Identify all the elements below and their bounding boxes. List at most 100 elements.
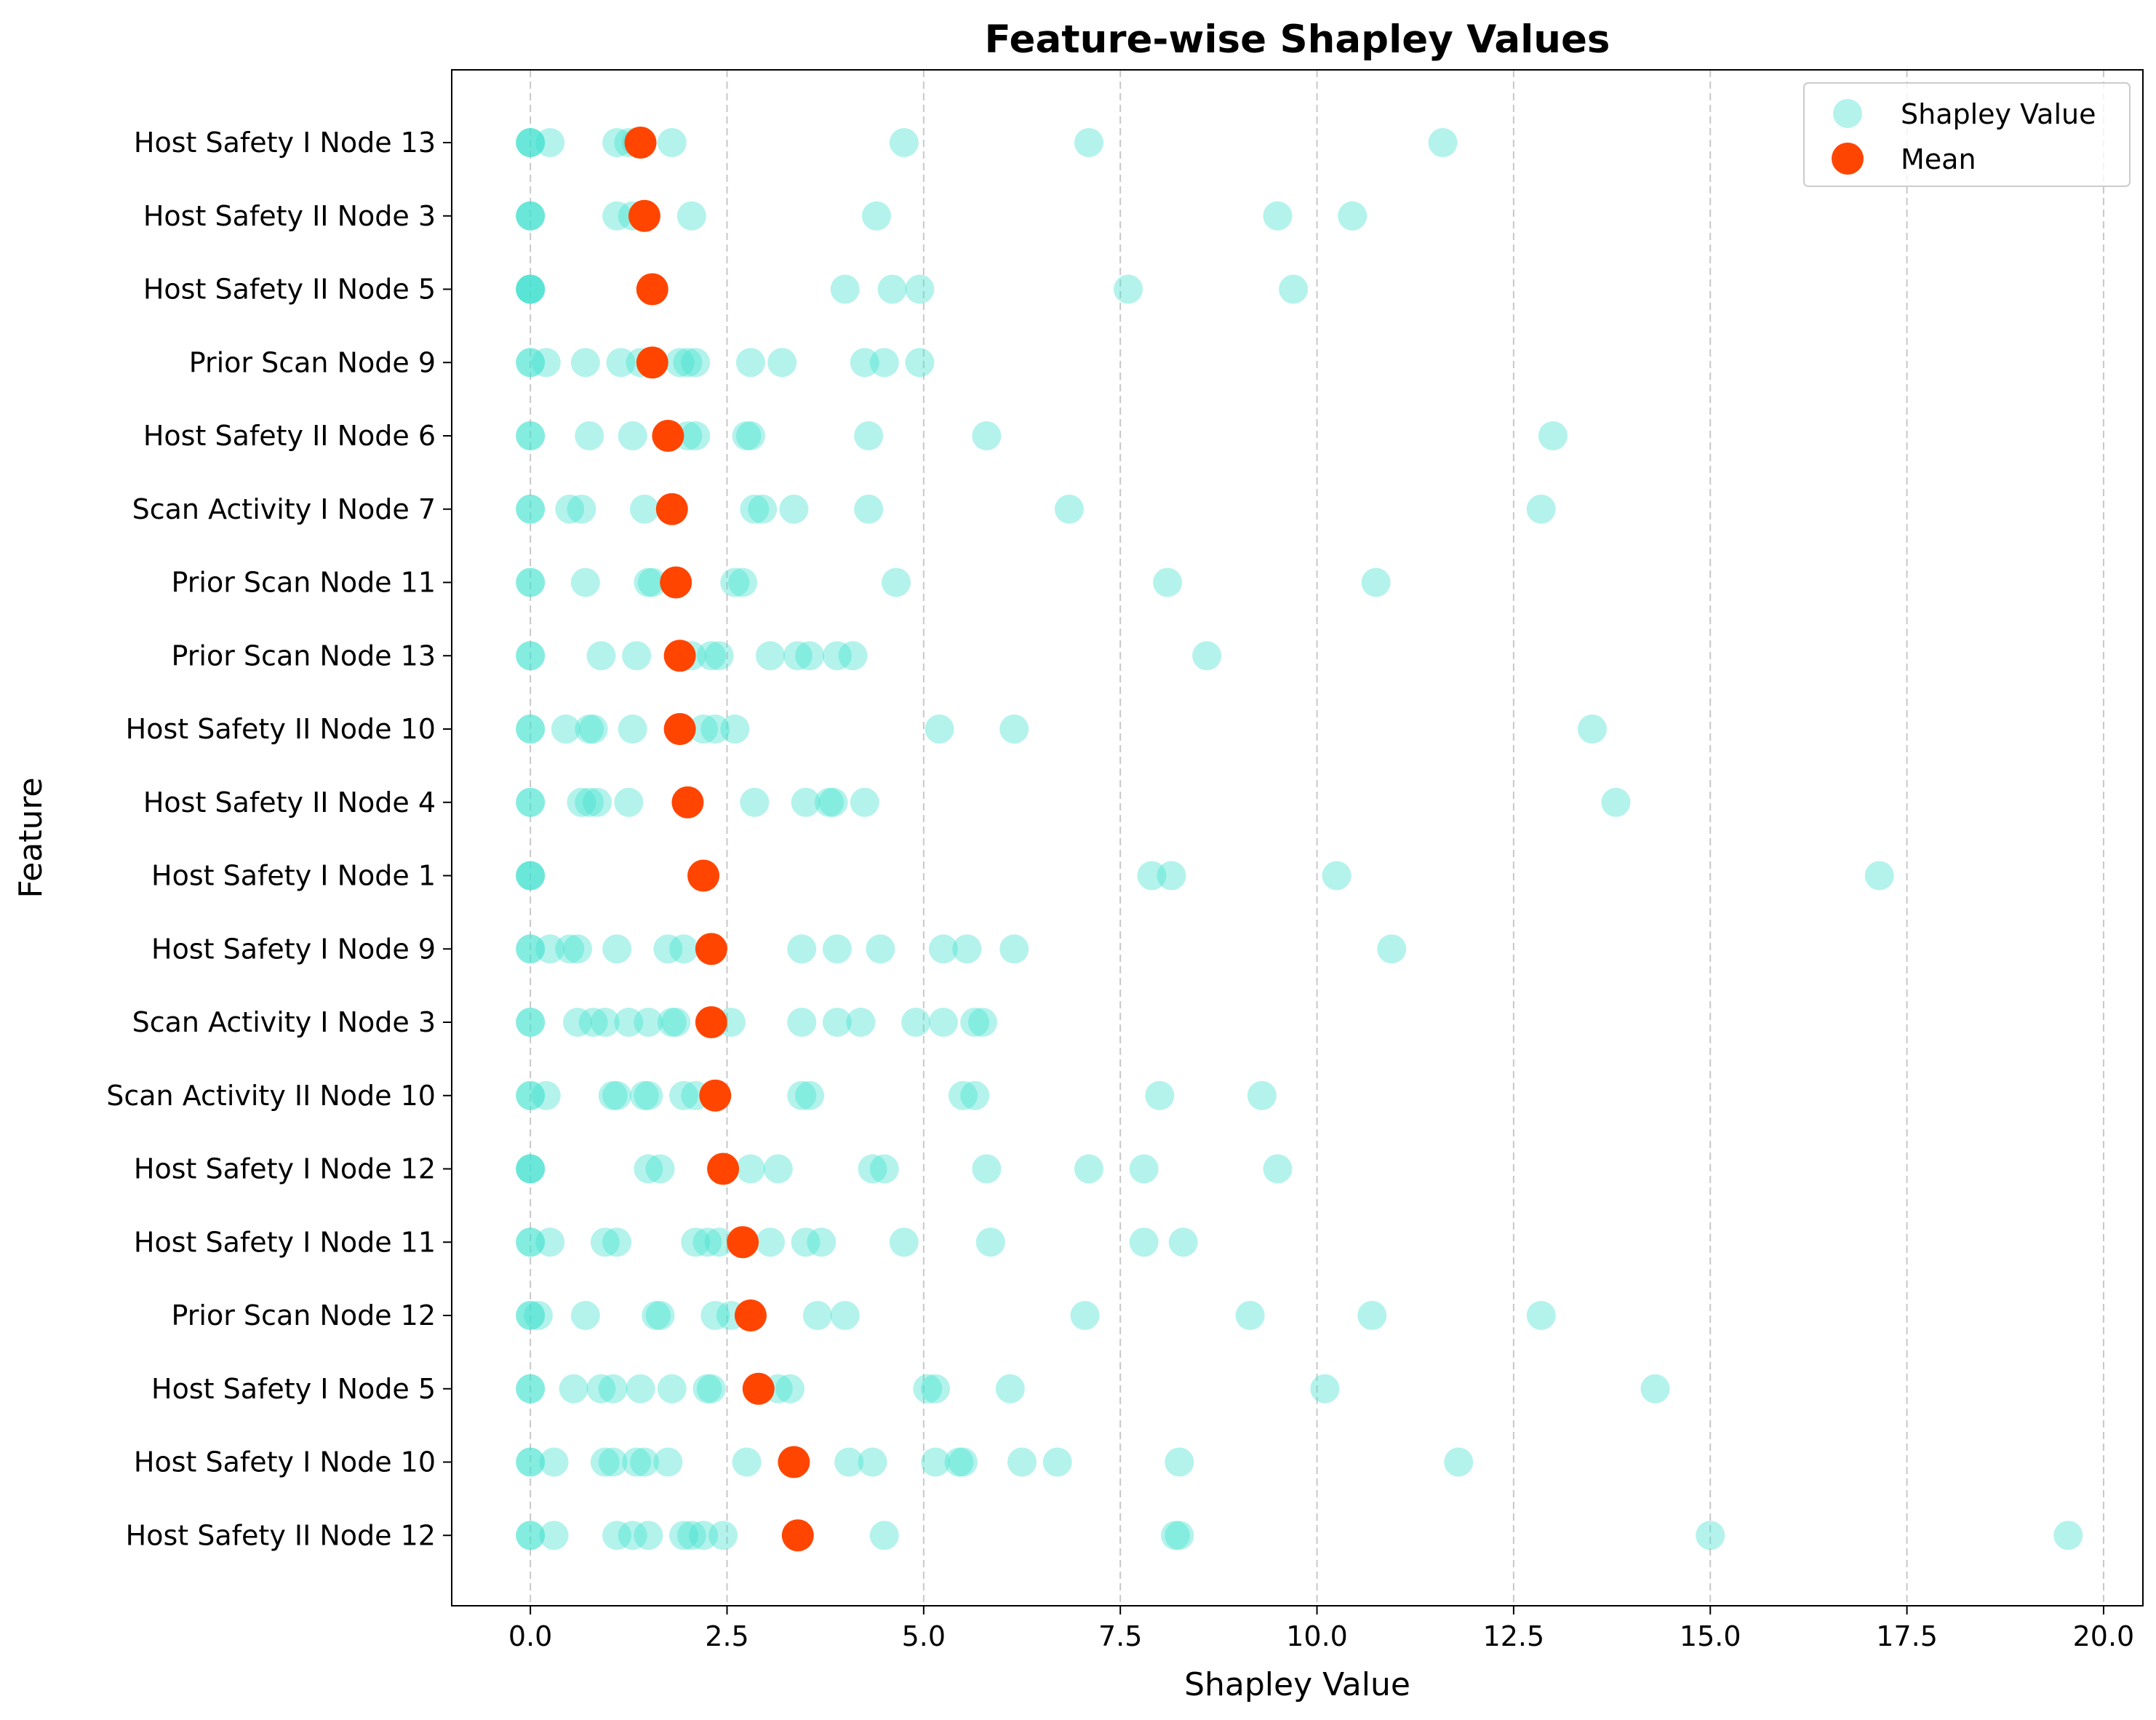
shapley-point: [889, 128, 919, 157]
shapley-point: [681, 421, 711, 450]
shapley-point: [516, 641, 546, 671]
shapley-point: [516, 274, 546, 304]
shapley-point: [700, 1301, 730, 1330]
y-axis-label: Feature: [12, 777, 49, 898]
shapley-point: [681, 348, 711, 378]
shapley-point: [1338, 201, 1368, 231]
shapley-point: [889, 1227, 919, 1257]
shapley-point: [732, 1447, 762, 1477]
y-tick-label: Host Safety II Node 5: [143, 274, 436, 306]
shapley-point: [516, 274, 546, 304]
shapley-point: [1070, 1301, 1100, 1330]
shapley-point: [1074, 1154, 1103, 1184]
shapley-point: [559, 1374, 588, 1404]
shapley-point: [689, 714, 719, 744]
shapley-point: [516, 1447, 546, 1477]
shapley-point: [657, 1374, 687, 1404]
shapley-point: [570, 1301, 600, 1330]
x-tick-label: 12.5: [1483, 1620, 1545, 1652]
legend-marker-shapley: [1833, 99, 1862, 128]
shapley-point: [846, 1008, 876, 1037]
x-tick-label: 10.0: [1286, 1620, 1348, 1652]
shapley-point: [575, 787, 604, 817]
shapley-point: [787, 1008, 817, 1037]
shapley-point: [1279, 274, 1309, 304]
legend-label-mean: Mean: [1901, 143, 1976, 175]
shapley-point: [618, 714, 647, 744]
shapley-point: [720, 568, 750, 597]
shapley-point: [748, 494, 778, 524]
shapley-point: [516, 1154, 546, 1184]
shapley-point: [921, 1447, 951, 1477]
shapley-point: [1864, 861, 1894, 891]
shapley-point: [645, 1154, 675, 1184]
shapley-point: [583, 787, 612, 817]
shapley-point: [944, 1447, 974, 1477]
shapley-point: [1310, 1374, 1340, 1404]
shapley-point: [634, 1080, 663, 1110]
shapley-point: [928, 934, 958, 964]
shapley-point: [516, 1080, 546, 1110]
shapley-point: [618, 421, 647, 450]
shapley-point: [779, 494, 809, 524]
shapley-point: [637, 568, 667, 597]
x-tick-label: 0.0: [508, 1620, 552, 1652]
shapley-point: [735, 1154, 765, 1184]
shapley-point: [516, 1227, 546, 1257]
mean-point: [781, 1519, 814, 1552]
shapley-point: [1696, 1521, 1725, 1550]
y-tick-label: Prior Scan Node 9: [189, 346, 436, 378]
shapley-point: [960, 1008, 990, 1037]
x-tick-label: 15.0: [1680, 1620, 1741, 1652]
shapley-point: [669, 1080, 699, 1110]
shapley-point: [830, 274, 860, 304]
y-tick-label: Scan Activity I Node 3: [132, 1006, 436, 1038]
shapley-point: [1007, 1447, 1037, 1477]
mean-point: [778, 1446, 810, 1478]
shapley-point: [516, 1374, 546, 1404]
shapley-point: [1263, 201, 1293, 231]
shapley-point: [516, 1008, 546, 1037]
mean-point: [660, 566, 692, 599]
shapley-point: [822, 1008, 852, 1037]
shapley-point: [763, 1154, 793, 1184]
shapley-point: [575, 714, 604, 744]
shapley-point: [523, 1301, 553, 1330]
shapley-point: [787, 934, 817, 964]
mean-point: [727, 1226, 759, 1259]
shapley-point: [516, 1447, 546, 1477]
shapley-point: [696, 1374, 726, 1404]
shapley-point: [1153, 568, 1183, 597]
shapley-point: [735, 348, 765, 378]
mean-point: [707, 1152, 740, 1185]
shapley-point: [838, 641, 868, 671]
mean-point: [687, 859, 720, 892]
shapley-point: [696, 641, 726, 671]
shapley-point: [575, 421, 604, 450]
shapley-point: [704, 1227, 734, 1257]
shapley-point: [516, 1301, 546, 1330]
shapley-point: [618, 1521, 647, 1550]
shapley-point: [681, 1227, 711, 1257]
shapley-point: [735, 421, 765, 450]
shapley-point: [783, 641, 813, 671]
shapley-point: [567, 787, 596, 817]
shapley-point: [1526, 494, 1556, 524]
shapley-point: [1192, 641, 1222, 671]
shapley-point: [905, 274, 935, 304]
shapley-point: [516, 1154, 546, 1184]
shapley-point: [642, 1301, 671, 1330]
shapley-point: [822, 641, 852, 671]
shapley-point: [948, 1447, 978, 1477]
shapley-point: [516, 421, 546, 450]
mean-point: [734, 1299, 767, 1331]
shapley-point: [570, 348, 600, 378]
shapley-point: [1444, 1447, 1474, 1477]
chart-title: Feature-wise Shapley Values: [985, 17, 1610, 62]
shapley-point: [1526, 1301, 1556, 1330]
shapley-point: [629, 1447, 659, 1477]
shapley-point: [775, 1374, 804, 1404]
mean-point: [742, 1372, 775, 1405]
